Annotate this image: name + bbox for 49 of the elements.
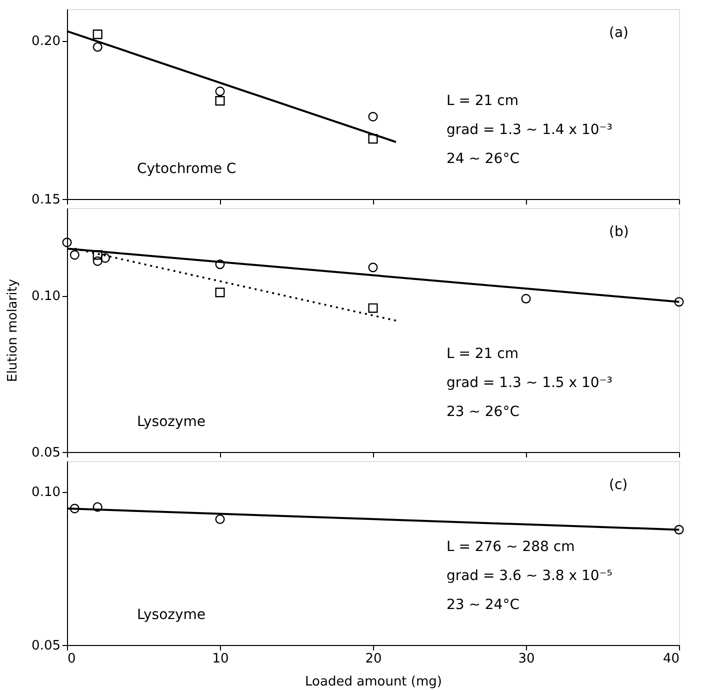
annotation: 23 ~ 26°C — [446, 404, 520, 420]
x-tick-label: 20 — [365, 652, 382, 666]
point — [100, 253, 110, 263]
point — [215, 260, 225, 270]
x-tick-label: 10 — [212, 652, 229, 666]
point — [215, 86, 225, 96]
y-tick-label: 0.05 — [32, 638, 60, 654]
x-tick-label: 0 — [68, 652, 76, 666]
y-tick-label: 0.05 — [32, 446, 60, 460]
point — [92, 250, 102, 260]
y-axis-title: Elution molarity — [6, 278, 21, 382]
annotation: grad = 3.6 ~ 3.8 x 10⁻⁵ — [446, 568, 612, 584]
annotation: (b) — [609, 224, 629, 240]
point — [215, 514, 225, 524]
point — [92, 256, 102, 266]
y-tick-label: 0.10 — [32, 485, 60, 500]
x-tick-label: 30 — [518, 652, 535, 666]
point — [215, 96, 225, 106]
point — [674, 524, 684, 534]
point — [92, 42, 102, 52]
point — [215, 288, 225, 298]
annotation: L = 276 ~ 288 cm — [446, 539, 575, 555]
annotation: Lysozyme — [137, 414, 206, 430]
annotation: 23 ~ 24°C — [446, 597, 520, 613]
point — [70, 504, 80, 514]
point — [368, 134, 378, 144]
x-tick-label: 40 — [662, 652, 680, 666]
point — [368, 303, 378, 313]
point — [70, 250, 80, 260]
annotation: grad = 1.3 ~ 1.5 x 10⁻³ — [446, 375, 612, 391]
point — [521, 294, 531, 304]
point — [368, 262, 378, 272]
annotation: (c) — [609, 477, 628, 493]
x-axis-title: Loaded amount (mg) — [305, 674, 442, 690]
annotation: Cytochrome C — [137, 161, 236, 177]
point — [62, 238, 72, 248]
annotation: 24 ~ 26°C — [446, 151, 520, 167]
point — [368, 112, 378, 122]
annotation: L = 21 cm — [446, 93, 518, 109]
annotation: L = 21 cm — [446, 346, 518, 362]
point — [92, 502, 102, 512]
annotation: (a) — [609, 25, 629, 41]
y-tick-label: 0.20 — [32, 34, 60, 50]
annotation: grad = 1.3 ~ 1.4 x 10⁻³ — [446, 122, 612, 138]
annotation: Lysozyme — [137, 607, 206, 623]
y-tick-label: 0.15 — [32, 192, 60, 208]
point — [674, 297, 684, 307]
point — [92, 30, 102, 40]
y-tick-label: 0.10 — [32, 289, 60, 304]
